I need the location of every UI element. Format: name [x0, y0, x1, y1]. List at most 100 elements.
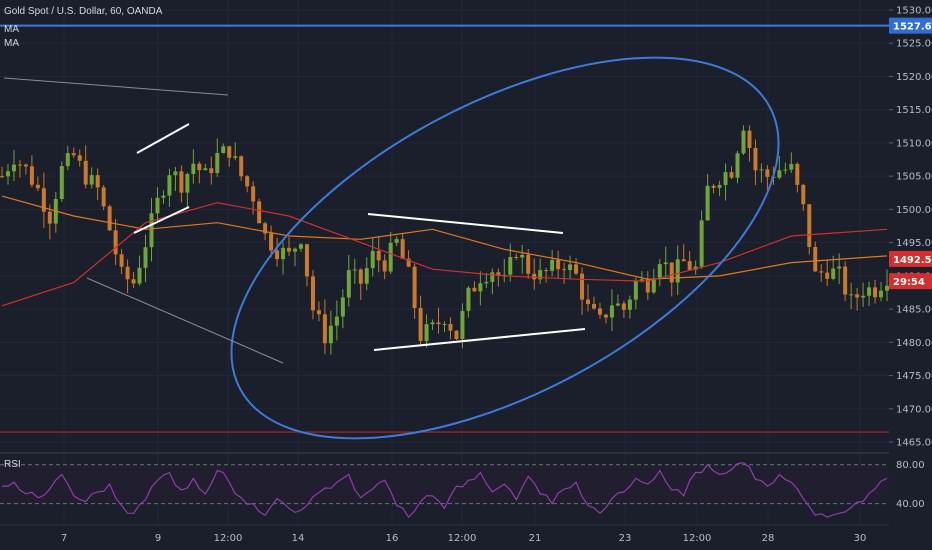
time-axis-bg[interactable]: [0, 525, 932, 550]
candle-body: [388, 242, 393, 272]
upper-trendline[interactable]: [3, 77, 229, 96]
candle-body: [591, 304, 596, 309]
time-tick-label: 14: [292, 533, 305, 544]
candle-body: [717, 184, 722, 188]
candle-body: [239, 156, 244, 177]
candle-body: [77, 155, 82, 161]
candle-body: [472, 287, 477, 292]
candle-body: [615, 303, 620, 306]
candle-body: [107, 206, 112, 231]
candle-body: [633, 281, 638, 300]
horizontal-line-price-text: 1527.642: [893, 22, 932, 33]
candle-body: [376, 250, 381, 261]
candle-body: [753, 147, 758, 171]
candlestick-series: [0, 125, 889, 355]
candle-body: [795, 163, 800, 185]
price-tick-label: 1505.000: [896, 172, 932, 183]
candle-body: [526, 254, 531, 274]
candle-body: [861, 295, 866, 298]
candle-body: [777, 170, 782, 178]
triangle-line-upper[interactable]: [367, 213, 564, 234]
candle-body: [490, 272, 495, 282]
candle-body: [681, 259, 686, 262]
candle-body: [705, 185, 710, 221]
time-tick-label: 28: [762, 533, 775, 544]
candle-body: [723, 172, 728, 185]
ellipse-drawing[interactable]: [172, 0, 838, 517]
price-badges: 1527.642 1492.546 29:54: [889, 17, 932, 290]
candle-body: [263, 223, 268, 234]
candle-body: [651, 279, 656, 293]
candle-body: [83, 160, 88, 185]
candle-body: [562, 269, 567, 271]
candle-body: [101, 187, 106, 207]
ma-legend-2[interactable]: MA: [4, 38, 19, 49]
price-badge: [889, 273, 932, 290]
candle-body: [227, 146, 232, 158]
price-tick-label: 1480.000: [896, 338, 932, 349]
candle-body: [448, 324, 453, 331]
time-axis[interactable]: 7 9 12:00 14 16 12:00 21 23 12:00 28 30: [0, 524, 932, 550]
candle-body: [167, 175, 172, 196]
price-tick-label: 1485.000: [896, 305, 932, 316]
rsi-band: [0, 464, 889, 504]
candle-body: [574, 264, 579, 274]
candle-body: [221, 146, 226, 154]
candle-body: [59, 166, 64, 199]
candle-body: [454, 330, 459, 340]
ma-fast-line: [1, 195, 888, 280]
candle-body: [215, 153, 220, 174]
candle-body: [185, 173, 190, 193]
triangle-line-lower[interactable]: [373, 328, 586, 351]
candle-body: [346, 270, 351, 298]
candle-body: [269, 233, 274, 251]
rsi-tick-label: 40.00: [896, 499, 925, 510]
candle-body: [879, 290, 884, 298]
time-tick-label: 12:00: [214, 533, 243, 544]
candle-body: [71, 153, 76, 156]
candle-body: [340, 297, 345, 317]
candle-body: [5, 171, 10, 177]
candle-body: [400, 239, 405, 259]
chart-title: Gold Spot / U.S. Dollar, 60, OANDA: [4, 6, 163, 17]
candle-body: [131, 279, 136, 284]
horizontal-line-price-badge: [889, 17, 932, 34]
candle-body: [233, 156, 238, 158]
candle-body: [837, 266, 842, 269]
candle-body: [125, 266, 130, 280]
rsi-legend[interactable]: RSI: [4, 459, 21, 470]
price-tick-label: 1525.000: [896, 39, 932, 50]
candle-body: [436, 322, 441, 325]
ma-legend-1[interactable]: MA: [4, 24, 19, 35]
candle-body: [532, 273, 537, 280]
price-badge-text: 1492.546: [893, 255, 932, 266]
candle-body: [759, 169, 764, 171]
candle-body: [550, 259, 555, 271]
price-tick-label: 1530.000: [896, 5, 932, 16]
candle-body: [281, 247, 286, 260]
candle-body: [287, 247, 292, 252]
candle-body: [17, 164, 22, 166]
candle-body: [304, 244, 309, 277]
drawing-tools[interactable]: [3, 0, 838, 517]
rsi-pane[interactable]: 80.00 40.00: [0, 460, 925, 519]
horizontal-lines[interactable]: [0, 24, 889, 433]
candle-body: [430, 322, 435, 325]
rsi-tick-label: 80.00: [896, 460, 925, 471]
candle-body: [544, 270, 549, 272]
channel-line-upper[interactable]: [136, 123, 190, 154]
candle-body: [783, 169, 788, 171]
candle-body: [460, 310, 465, 340]
candle-body: [203, 168, 208, 171]
candle-body: [873, 287, 878, 298]
candle-body: [556, 259, 561, 270]
channel-line-lower[interactable]: [133, 206, 190, 234]
candle-body: [143, 247, 148, 268]
candle-body: [603, 314, 608, 318]
candle-body: [328, 325, 333, 344]
candle-body: [466, 287, 471, 311]
candle-body: [807, 204, 812, 247]
candle-body: [687, 261, 692, 270]
lower-trendline[interactable]: [86, 277, 284, 364]
